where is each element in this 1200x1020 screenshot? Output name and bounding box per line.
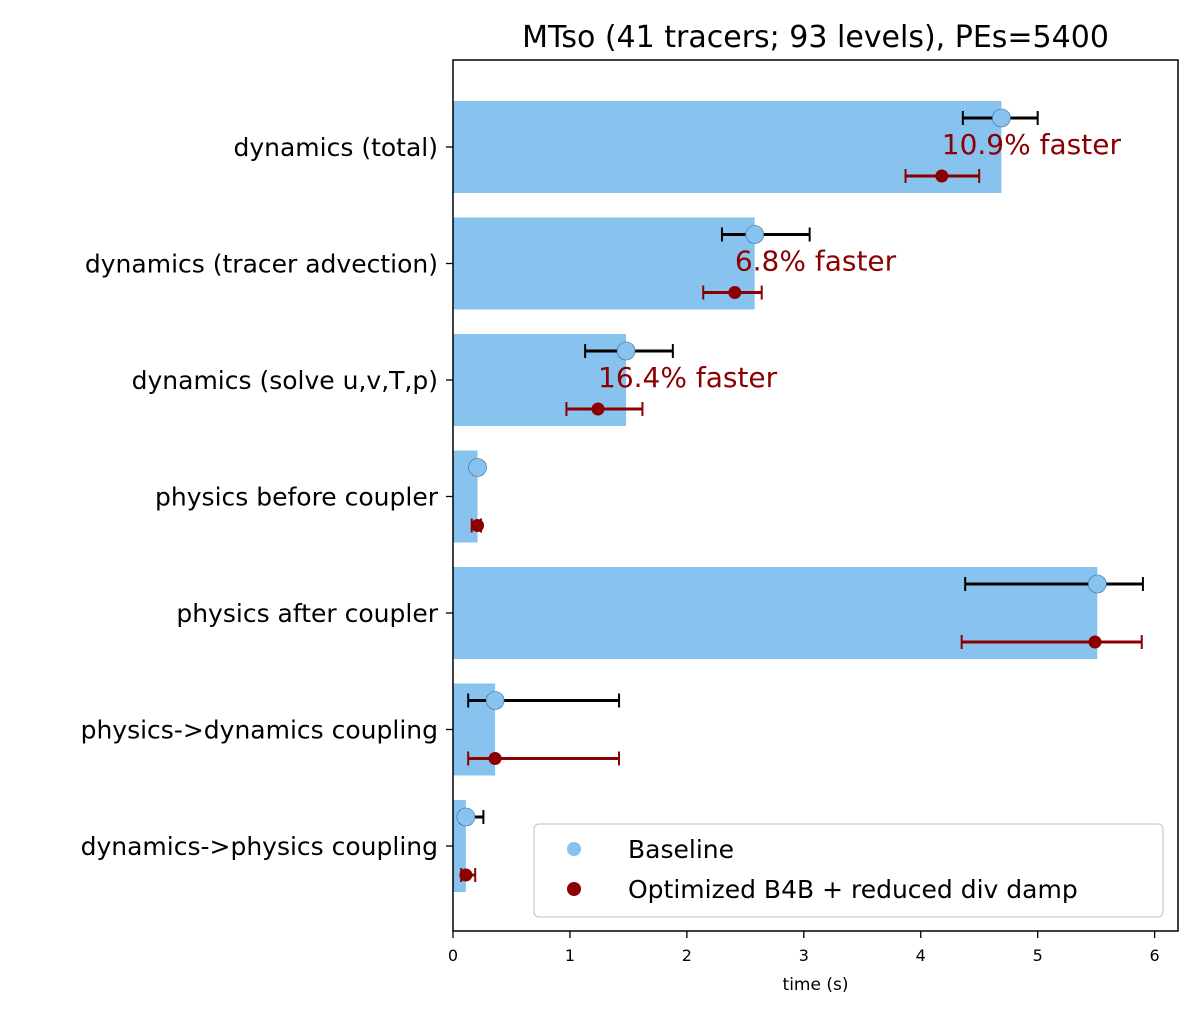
bars-layer [453, 101, 1098, 892]
baseline-errorbar-physics-after-coupler [964, 577, 1144, 591]
optimized-point-dynamics-physics-coupling [459, 868, 473, 882]
legend: Baseline Optimized B4B + reduced div damp [533, 823, 1164, 918]
legend-label-optimized-b4b-reduced-div-damp: Optimized B4B + reduced div damp [628, 875, 1078, 904]
optimized-errorbar-physics-after-coupler [960, 635, 1143, 649]
baseline-point-dynamics-physics-coupling [456, 807, 476, 827]
baseline-point-physics-before-coupler [468, 458, 487, 477]
bar-physics-after-coupler [453, 567, 1098, 659]
legend-marker-optimized-b4b-reduced-div-damp [567, 882, 581, 896]
baseline-errorbar-dynamics-tracer-advection [720, 227, 811, 242]
baseline-point-physics-after-coupler [1088, 574, 1107, 594]
x-axis: 0 1 2 3 4 5 6 [448, 931, 1160, 965]
chart-title: MTso (41 tracers; 93 levels), PEs=5400 [522, 20, 1109, 55]
optimized-point-physics-before-coupler [471, 519, 485, 532]
plot-frame [452, 59, 1179, 932]
optimized-point-dynamics-solve-u-v-t-p [591, 402, 605, 416]
optimized-point-physics-after-coupler [1088, 635, 1102, 649]
speedup-annotation: 16.4% faster [598, 361, 778, 394]
y-tick-label: dynamics (total) [233, 133, 438, 162]
y-tick-label: physics before coupler [155, 483, 439, 512]
x-tick-label: 2 [682, 946, 692, 965]
points-layer [456, 108, 1107, 882]
baseline-point-physics-dynamics-coupling [485, 691, 505, 710]
baseline-point-dynamics-tracer-advection [745, 225, 764, 244]
optimized-point-dynamics-tracer-advection [728, 286, 742, 299]
y-tick-label: physics after coupler [176, 599, 438, 628]
x-tick-label: 0 [448, 946, 458, 965]
x-tick-label: 3 [799, 946, 809, 965]
speedup-annotation: 6.8% faster [735, 245, 897, 278]
bar-dynamics-total [453, 101, 1002, 193]
legend-marker-baseline [567, 842, 581, 856]
x-tick-label: 4 [916, 946, 926, 965]
speedup-annotation: 10.9% faster [942, 128, 1122, 161]
optimized-point-physics-dynamics-coupling [488, 752, 502, 765]
y-tick-label: dynamics (tracer advection) [85, 250, 438, 279]
baseline-point-dynamics-total [992, 108, 1011, 128]
bar-dynamics-tracer-advection [453, 217, 755, 310]
y-tick-label: physics->dynamics coupling [81, 716, 438, 745]
y-tick-label: dynamics->physics coupling [81, 832, 438, 861]
optimized-point-dynamics-total [935, 169, 949, 183]
legend-label-baseline: Baseline [628, 835, 734, 864]
annotations-layer: 10.9% faster 6.8% faster 16.4% faster [598, 128, 1121, 394]
y-tick-label: dynamics (solve u,v,T,p) [132, 366, 438, 395]
x-tick-label: 5 [1033, 946, 1043, 965]
y-axis: dynamics (total) dynamics (tracer advecti… [81, 133, 453, 861]
x-axis-label: time (s) [783, 975, 849, 995]
x-tick-label: 6 [1150, 946, 1160, 965]
baseline-point-dynamics-solve-u-v-t-p [616, 341, 636, 361]
x-tick-label: 1 [565, 946, 575, 965]
legend-box [533, 823, 1164, 918]
